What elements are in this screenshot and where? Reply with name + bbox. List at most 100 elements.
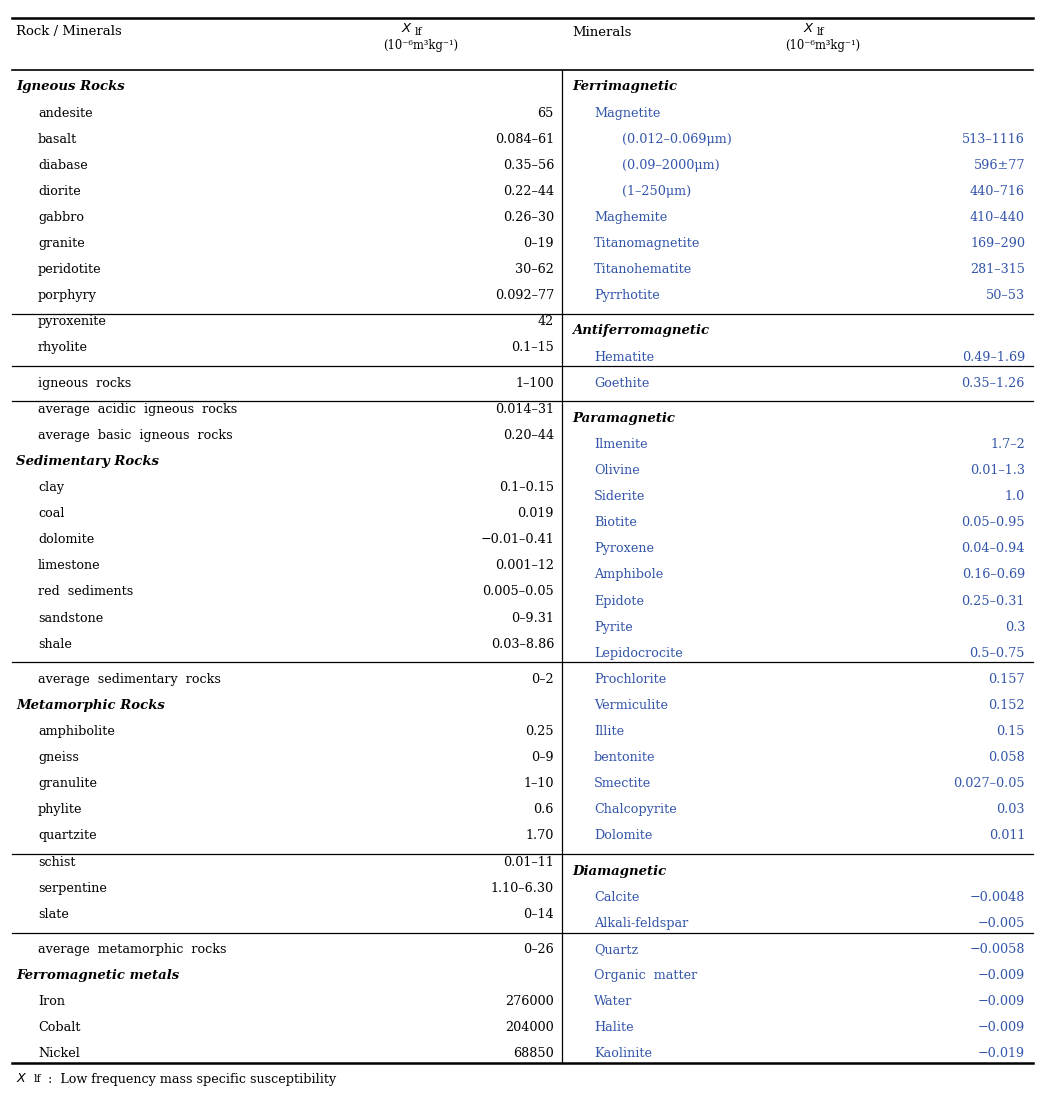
Text: limestone: limestone bbox=[38, 559, 100, 572]
Text: gneiss: gneiss bbox=[38, 751, 78, 764]
Text: −0.009: −0.009 bbox=[978, 995, 1025, 1008]
Text: 1.7–2: 1.7–2 bbox=[991, 438, 1025, 451]
Text: 0.092–77: 0.092–77 bbox=[494, 289, 554, 302]
Text: porphyry: porphyry bbox=[38, 289, 97, 302]
Text: −0.019: −0.019 bbox=[978, 1047, 1025, 1061]
Text: 1.10–6.30: 1.10–6.30 bbox=[491, 882, 554, 895]
Text: Minerals: Minerals bbox=[572, 25, 631, 38]
Text: 1.70: 1.70 bbox=[526, 829, 554, 842]
Text: 410–440: 410–440 bbox=[970, 211, 1025, 224]
Text: Cobalt: Cobalt bbox=[38, 1021, 80, 1034]
Text: Amphibole: Amphibole bbox=[594, 569, 664, 582]
Text: Iron: Iron bbox=[38, 995, 65, 1008]
Text: (10⁻⁶m³kg⁻¹): (10⁻⁶m³kg⁻¹) bbox=[785, 40, 860, 53]
Text: rhyolite: rhyolite bbox=[38, 341, 88, 355]
Text: 0.03: 0.03 bbox=[997, 804, 1025, 816]
Text: Halite: Halite bbox=[594, 1021, 633, 1034]
Text: lf: lf bbox=[34, 1074, 42, 1084]
Text: bentonite: bentonite bbox=[594, 751, 655, 764]
Text: average  sedimentary  rocks: average sedimentary rocks bbox=[38, 673, 220, 686]
Text: Magnetite: Magnetite bbox=[594, 107, 660, 120]
Text: Siderite: Siderite bbox=[594, 490, 646, 503]
Text: 596±77: 596±77 bbox=[974, 159, 1025, 171]
Text: Alkali-feldspar: Alkali-feldspar bbox=[594, 917, 689, 930]
Text: 0.26–30: 0.26–30 bbox=[503, 211, 554, 224]
Text: −0.009: −0.009 bbox=[978, 970, 1025, 982]
Text: (0.09–2000μm): (0.09–2000μm) bbox=[622, 159, 720, 171]
Text: 0.25: 0.25 bbox=[526, 725, 554, 738]
Text: 0.027–0.05: 0.027–0.05 bbox=[953, 777, 1025, 791]
Text: granite: granite bbox=[38, 237, 85, 250]
Text: 0.157: 0.157 bbox=[989, 673, 1025, 686]
Text: Lepidocrocite: Lepidocrocite bbox=[594, 647, 682, 660]
Text: Vermiculite: Vermiculite bbox=[594, 699, 668, 712]
Text: 204000: 204000 bbox=[505, 1021, 554, 1034]
Text: slate: slate bbox=[38, 908, 69, 921]
Text: −0.005: −0.005 bbox=[978, 917, 1025, 930]
Text: amphibolite: amphibolite bbox=[38, 725, 115, 738]
Text: 0–9: 0–9 bbox=[531, 751, 554, 764]
Text: diorite: diorite bbox=[38, 184, 80, 198]
Text: Metamorphic Rocks: Metamorphic Rocks bbox=[16, 699, 165, 712]
Text: Maghemite: Maghemite bbox=[594, 211, 668, 224]
Text: Nickel: Nickel bbox=[38, 1047, 79, 1061]
Text: lf: lf bbox=[415, 27, 422, 37]
Text: red  sediments: red sediments bbox=[38, 585, 134, 598]
Text: Pyrite: Pyrite bbox=[594, 620, 633, 634]
Text: 0.16–0.69: 0.16–0.69 bbox=[961, 569, 1025, 582]
Text: andesite: andesite bbox=[38, 107, 93, 120]
Text: 0.5–0.75: 0.5–0.75 bbox=[970, 647, 1025, 660]
Text: 0–19: 0–19 bbox=[524, 237, 554, 250]
Text: Biotite: Biotite bbox=[594, 516, 636, 529]
Text: −0.0058: −0.0058 bbox=[970, 943, 1025, 956]
Text: Ferrimagnetic: Ferrimagnetic bbox=[572, 80, 677, 93]
Text: 0.011: 0.011 bbox=[989, 829, 1025, 842]
Text: 0.49–1.69: 0.49–1.69 bbox=[961, 350, 1025, 363]
Text: lf: lf bbox=[816, 27, 825, 37]
Text: 0.20–44: 0.20–44 bbox=[503, 429, 554, 441]
Text: Pyrrhotite: Pyrrhotite bbox=[594, 289, 659, 302]
Text: Hematite: Hematite bbox=[594, 350, 654, 363]
Text: Pyroxene: Pyroxene bbox=[594, 542, 654, 556]
Text: $X$: $X$ bbox=[401, 22, 413, 34]
Text: Kaolinite: Kaolinite bbox=[594, 1047, 652, 1061]
Text: phylite: phylite bbox=[38, 804, 83, 816]
Text: 0–26: 0–26 bbox=[524, 943, 554, 956]
Text: 1–100: 1–100 bbox=[515, 377, 554, 390]
Text: −0.01–0.41: −0.01–0.41 bbox=[481, 534, 554, 546]
Text: Rock / Minerals: Rock / Minerals bbox=[16, 25, 122, 38]
Text: 68850: 68850 bbox=[513, 1047, 554, 1061]
Text: 0.35–1.26: 0.35–1.26 bbox=[961, 377, 1025, 390]
Text: 0.04–0.94: 0.04–0.94 bbox=[961, 542, 1025, 556]
Text: basalt: basalt bbox=[38, 133, 77, 146]
Text: 42: 42 bbox=[538, 315, 554, 328]
Text: (0.012–0.069μm): (0.012–0.069μm) bbox=[622, 133, 732, 146]
Text: Prochlorite: Prochlorite bbox=[594, 673, 667, 686]
Text: 0.01–1.3: 0.01–1.3 bbox=[970, 464, 1025, 478]
Text: −0.009: −0.009 bbox=[978, 1021, 1025, 1034]
Text: 0.03–8.86: 0.03–8.86 bbox=[490, 638, 554, 651]
Text: diabase: diabase bbox=[38, 159, 88, 171]
Text: Quartz: Quartz bbox=[594, 943, 638, 956]
Text: 513–1116: 513–1116 bbox=[962, 133, 1025, 146]
Text: Organic  matter: Organic matter bbox=[594, 970, 697, 982]
Text: Dolomite: Dolomite bbox=[594, 829, 652, 842]
Text: 1–10: 1–10 bbox=[524, 777, 554, 791]
Text: shale: shale bbox=[38, 638, 72, 651]
Text: 65: 65 bbox=[537, 107, 554, 120]
Text: sandstone: sandstone bbox=[38, 612, 103, 625]
Text: Titanomagnetite: Titanomagnetite bbox=[594, 237, 700, 250]
Text: 0.019: 0.019 bbox=[517, 507, 554, 520]
Text: 281–315: 281–315 bbox=[970, 264, 1025, 276]
Text: 0.058: 0.058 bbox=[989, 751, 1025, 764]
Text: peridotite: peridotite bbox=[38, 264, 101, 276]
Text: 0.6: 0.6 bbox=[534, 804, 554, 816]
Text: Water: Water bbox=[594, 995, 632, 1008]
Text: 0.001–12: 0.001–12 bbox=[495, 559, 554, 572]
Text: Goethite: Goethite bbox=[594, 377, 649, 390]
Text: 0.25–0.31: 0.25–0.31 bbox=[961, 595, 1025, 607]
Text: (1–250μm): (1–250μm) bbox=[622, 184, 691, 198]
Text: −0.0048: −0.0048 bbox=[970, 890, 1025, 904]
Text: 30–62: 30–62 bbox=[515, 264, 554, 276]
Text: average  metamorphic  rocks: average metamorphic rocks bbox=[38, 943, 227, 956]
